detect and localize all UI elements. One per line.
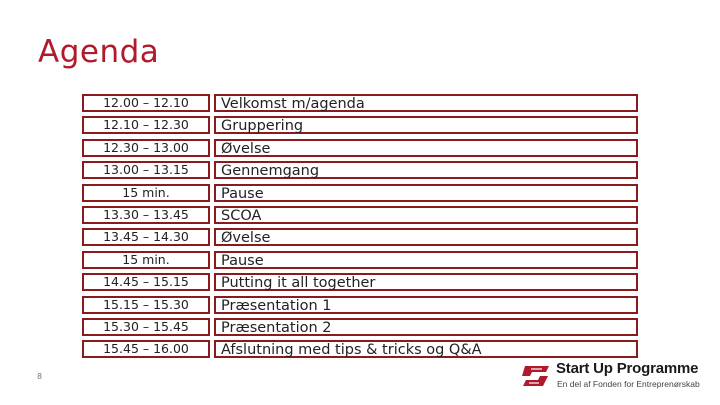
agenda-activity-cell (214, 206, 638, 224)
agenda-activity-text: Afslutning med tips & tricks og Q&A (221, 342, 482, 358)
agenda-activity-cell (214, 116, 638, 134)
agenda-time-cell: 12.00 – 12.10 (82, 94, 210, 112)
agenda-time-cell: 15 min. (82, 251, 210, 269)
agenda-activity-cell (214, 273, 638, 291)
agenda-time-cell: 15.45 – 16.00 (82, 340, 210, 358)
agenda-activity-text: Putting it all together (221, 275, 376, 291)
agenda-time-cell: 13.00 – 13.15 (82, 161, 210, 179)
agenda-activity-cell (214, 161, 638, 179)
agenda-activity-text: Gennemgang (221, 163, 320, 179)
agenda-time-cell: 12.10 – 12.30 (82, 116, 210, 134)
agenda-activity-text: Pause (221, 186, 264, 202)
agenda-time-cell: 13.30 – 13.45 (82, 206, 210, 224)
agenda-activity-text: Pause (221, 253, 264, 269)
agenda-activity-text: Øvelse (221, 230, 271, 246)
agenda-activity-text: Øvelse (221, 141, 271, 157)
agenda-activity-cell (214, 139, 638, 157)
agenda-time-cell: 15.15 – 15.30 (82, 296, 210, 314)
agenda-activity-text: Velkomst m/agenda (221, 96, 365, 112)
agenda-time-cell: 14.45 – 15.15 (82, 273, 210, 291)
logo-title: Start Up Programme (556, 360, 699, 377)
agenda-time-cell: 13.45 – 14.30 (82, 228, 210, 246)
page-number: 8 (37, 372, 43, 381)
agenda-activity-text: SCOA (221, 208, 262, 224)
agenda-activity-cell (214, 251, 638, 269)
agenda-activity-cell (214, 340, 638, 358)
agenda-activity-cell (214, 318, 638, 336)
agenda-time-cell: 15.30 – 15.45 (82, 318, 210, 336)
agenda-activity-cell (214, 94, 638, 112)
agenda-time-cell: 12.30 – 13.00 (82, 139, 210, 157)
agenda-activity-cell (214, 228, 638, 246)
agenda-activity-cell (214, 184, 638, 202)
agenda-time-cell: 15 min. (82, 184, 210, 202)
slide-title: Agenda (38, 34, 160, 70)
agenda-activity-text: Præsentation 1 (221, 298, 332, 314)
agenda-activity-text: Præsentation 2 (221, 320, 332, 336)
logo-subtitle: En del af Fonden for Entreprenørskab (557, 379, 700, 389)
agenda-activity-text: Gruppering (221, 118, 304, 134)
start-up-programme-logo: Start Up Programme En del af Fonden for … (522, 360, 718, 396)
start-up-programme-logo-icon (522, 366, 549, 386)
agenda-activity-cell (214, 296, 638, 314)
